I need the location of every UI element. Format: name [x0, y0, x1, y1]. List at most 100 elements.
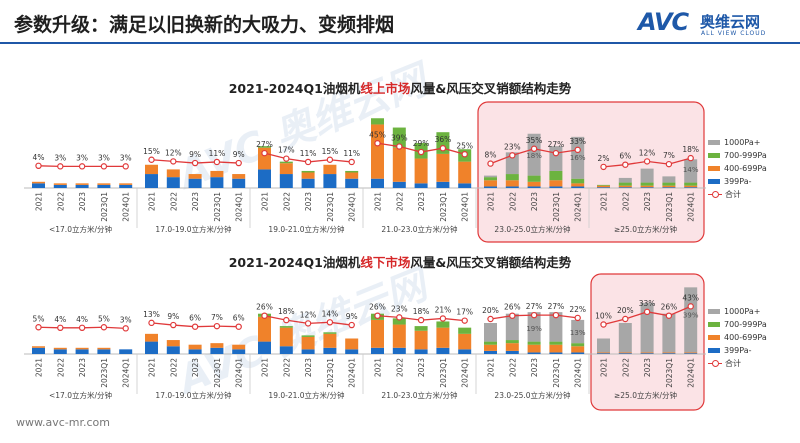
bar-segment — [549, 344, 563, 353]
bar-segment — [258, 169, 271, 188]
inner-data-label: 18% — [526, 152, 542, 160]
bar-segment — [458, 161, 472, 184]
bar-segment — [119, 183, 133, 185]
legend-item: 700-999Pa — [708, 318, 767, 331]
x-tick-label: 2022 — [282, 358, 291, 377]
total-point — [326, 156, 334, 163]
total-point — [509, 152, 516, 159]
x-tick-label: 2021 — [487, 358, 496, 377]
x-tick-label: 2023 — [530, 192, 539, 211]
bar-segment — [484, 344, 497, 351]
total-data-label: 43% — [682, 293, 699, 302]
chart-title-prefix: 2021-2024Q1油烟机 — [228, 81, 361, 96]
bar-segment — [210, 177, 224, 188]
bar-segment — [145, 164, 158, 175]
page-title: 参数升级：满足以旧换新的大吸力、变频排烟 — [14, 14, 395, 36]
bar-segment — [301, 335, 315, 337]
total-point — [235, 323, 242, 330]
bar-segment — [597, 185, 610, 188]
bar-segment — [436, 181, 450, 188]
legend-item: 700-999Pa — [708, 149, 767, 162]
bar-segment — [323, 174, 337, 188]
total-point — [396, 143, 403, 150]
x-tick-label: 2024Q1 — [687, 358, 696, 388]
bar-segment — [640, 353, 654, 354]
total-data-label: 15% — [322, 147, 339, 156]
bar-segment — [684, 352, 698, 354]
total-data-label: 3% — [54, 153, 66, 162]
inner-data-label: 13% — [570, 329, 586, 337]
bar-segment — [32, 346, 45, 348]
total-point — [348, 158, 355, 166]
total-point — [600, 321, 607, 328]
bar-segment — [571, 319, 585, 344]
total-data-label: 12% — [165, 148, 182, 157]
legend-item: 1000Pa+ — [708, 136, 767, 149]
total-data-label: 3% — [120, 153, 132, 162]
bar-segment — [505, 313, 519, 341]
total-data-label: 12% — [639, 148, 656, 157]
bar-segment — [119, 349, 133, 354]
group-label: <17.0立方米/分钟 — [49, 390, 113, 400]
bar-segment — [662, 352, 676, 354]
bar-segment — [188, 178, 202, 188]
total-data-label: 11% — [300, 149, 317, 158]
bar-segment — [392, 127, 406, 148]
bar-segment — [345, 349, 359, 354]
total-point — [552, 311, 560, 319]
bar-segment — [458, 183, 472, 188]
total-data-label: 11% — [343, 149, 360, 158]
total-point — [122, 163, 129, 170]
bar-segment — [75, 347, 89, 350]
total-point — [100, 324, 108, 331]
x-tick-label: 2023 — [304, 192, 313, 211]
total-data-label: 4% — [76, 315, 88, 324]
chart-title-online: 2021-2024Q1油烟机线上市场风量&风压交叉销额结构走势 — [0, 78, 800, 97]
x-tick-label: 2021 — [35, 358, 44, 377]
legend-item: 1000Pa+ — [708, 305, 767, 318]
bar-segment — [684, 185, 698, 188]
bar-segment — [505, 340, 519, 344]
total-point — [170, 158, 177, 165]
legend-item: 合计 — [708, 357, 767, 370]
total-data-label: 5% — [33, 314, 45, 323]
legend-swatch — [708, 179, 720, 184]
total-point — [487, 160, 494, 167]
bar-segment — [662, 353, 676, 354]
total-data-label: 14% — [322, 309, 339, 318]
total-data-label: 17% — [456, 308, 473, 317]
bar-segment — [458, 349, 472, 354]
x-tick-label: 2022 — [395, 358, 404, 377]
total-point — [348, 321, 355, 329]
bar-segment — [32, 347, 45, 354]
legend-swatch — [708, 348, 720, 353]
bar-segment — [571, 346, 585, 353]
bar-segment — [571, 343, 585, 347]
total-data-label: 23% — [504, 142, 521, 151]
x-tick-label: 2023 — [78, 358, 87, 377]
total-data-label: 15% — [143, 147, 160, 156]
total-point — [35, 324, 42, 331]
logo-name-en: ALL VIEW CLOUD — [701, 30, 767, 37]
bar-segment — [414, 349, 428, 354]
total-point — [461, 317, 468, 324]
x-tick-label: 2023Q1 — [439, 192, 448, 222]
legend-label: 400-699Pa — [724, 164, 767, 173]
total-data-label: 3% — [76, 153, 88, 162]
bar-segment — [527, 341, 541, 345]
bar-segment — [279, 174, 293, 188]
bar-segment — [505, 180, 519, 187]
bar-segment — [323, 347, 337, 354]
total-point — [574, 314, 581, 322]
total-point — [622, 161, 629, 168]
group-label: 21.0-23.0立方米/分钟 — [381, 224, 458, 234]
bar-segment — [279, 326, 293, 328]
bar-segment — [392, 181, 406, 188]
bar-segment — [145, 333, 158, 342]
bar-segment — [166, 177, 180, 188]
bar-segment — [527, 186, 541, 188]
x-tick-label: 2023 — [304, 358, 313, 377]
bar-segment — [145, 341, 158, 354]
chart-title-suffix: 风量&风压交叉销额结构走势 — [410, 81, 572, 96]
bar-segment — [618, 353, 632, 354]
